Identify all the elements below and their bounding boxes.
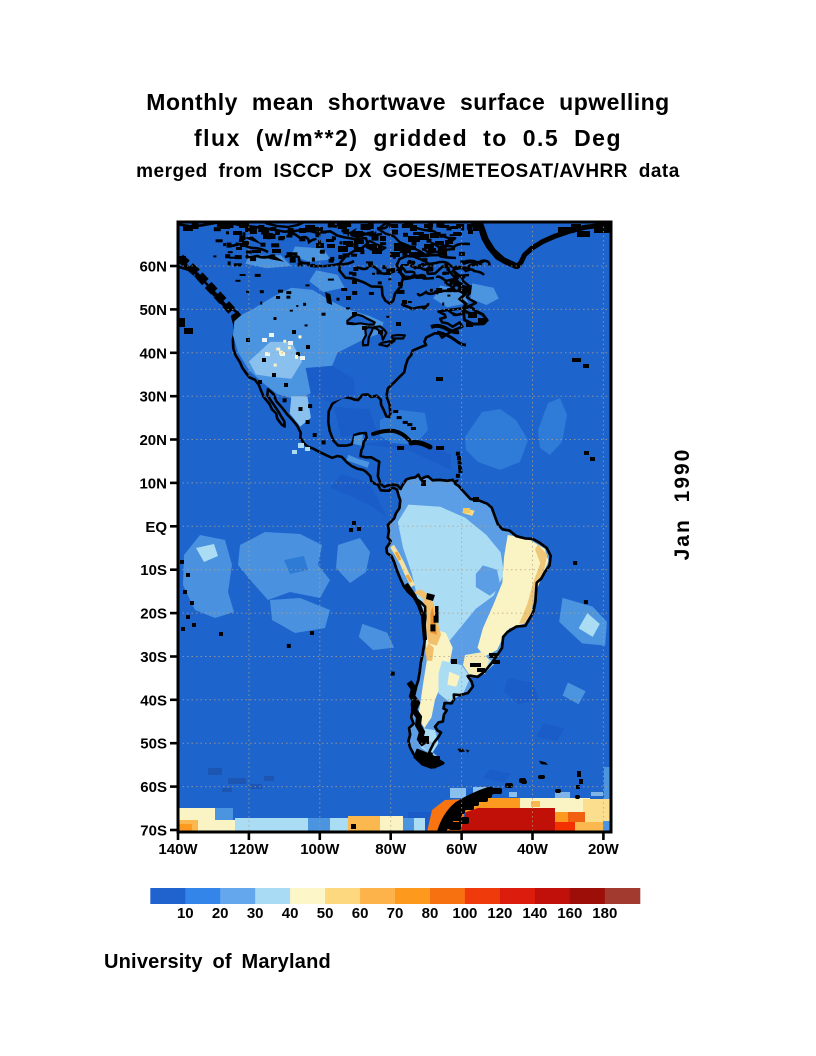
svg-text:60W: 60W <box>446 841 478 858</box>
svg-text:30: 30 <box>247 905 264 922</box>
svg-text:20S: 20S <box>140 606 167 623</box>
svg-text:20N: 20N <box>139 432 167 449</box>
svg-text:180: 180 <box>592 905 617 922</box>
svg-text:20: 20 <box>212 905 229 922</box>
svg-text:100: 100 <box>452 905 477 922</box>
svg-text:30N: 30N <box>139 389 167 406</box>
svg-text:140W: 140W <box>158 841 198 858</box>
svg-text:140: 140 <box>522 905 547 922</box>
svg-text:Jan 1990: Jan 1990 <box>671 448 694 561</box>
svg-text:100W: 100W <box>300 841 340 858</box>
svg-text:Monthly mean shortwave surface: Monthly mean shortwave surface upwelling <box>146 89 669 115</box>
svg-text:20W: 20W <box>588 841 620 858</box>
svg-text:120W: 120W <box>229 841 269 858</box>
svg-text:160: 160 <box>557 905 582 922</box>
svg-text:10S: 10S <box>140 562 167 579</box>
svg-text:flux (w/m**2) gridded to 0.5 D: flux (w/m**2) gridded to 0.5 Deg <box>194 125 622 151</box>
svg-text:120: 120 <box>487 905 512 922</box>
svg-text:EQ: EQ <box>145 519 167 536</box>
svg-text:70S: 70S <box>140 823 167 840</box>
svg-text:merged from ISCCP DX GOES/METE: merged from ISCCP DX GOES/METEOSAT/AVHRR… <box>136 161 680 182</box>
svg-text:60: 60 <box>352 905 369 922</box>
svg-text:60N: 60N <box>139 259 167 276</box>
svg-text:60S: 60S <box>140 779 167 796</box>
svg-text:40S: 40S <box>140 692 167 709</box>
svg-text:80: 80 <box>422 905 439 922</box>
svg-text:50S: 50S <box>140 736 167 753</box>
svg-text:70: 70 <box>387 905 404 922</box>
svg-text:50: 50 <box>317 905 334 922</box>
svg-text:40: 40 <box>282 905 299 922</box>
svg-text:University of Maryland: University of Maryland <box>104 951 331 973</box>
svg-text:40W: 40W <box>517 841 549 858</box>
svg-text:30S: 30S <box>140 649 167 666</box>
svg-text:10: 10 <box>177 905 194 922</box>
svg-text:80W: 80W <box>375 841 407 858</box>
svg-text:50N: 50N <box>139 302 167 319</box>
svg-text:10N: 10N <box>139 475 167 492</box>
svg-text:40N: 40N <box>139 345 167 362</box>
